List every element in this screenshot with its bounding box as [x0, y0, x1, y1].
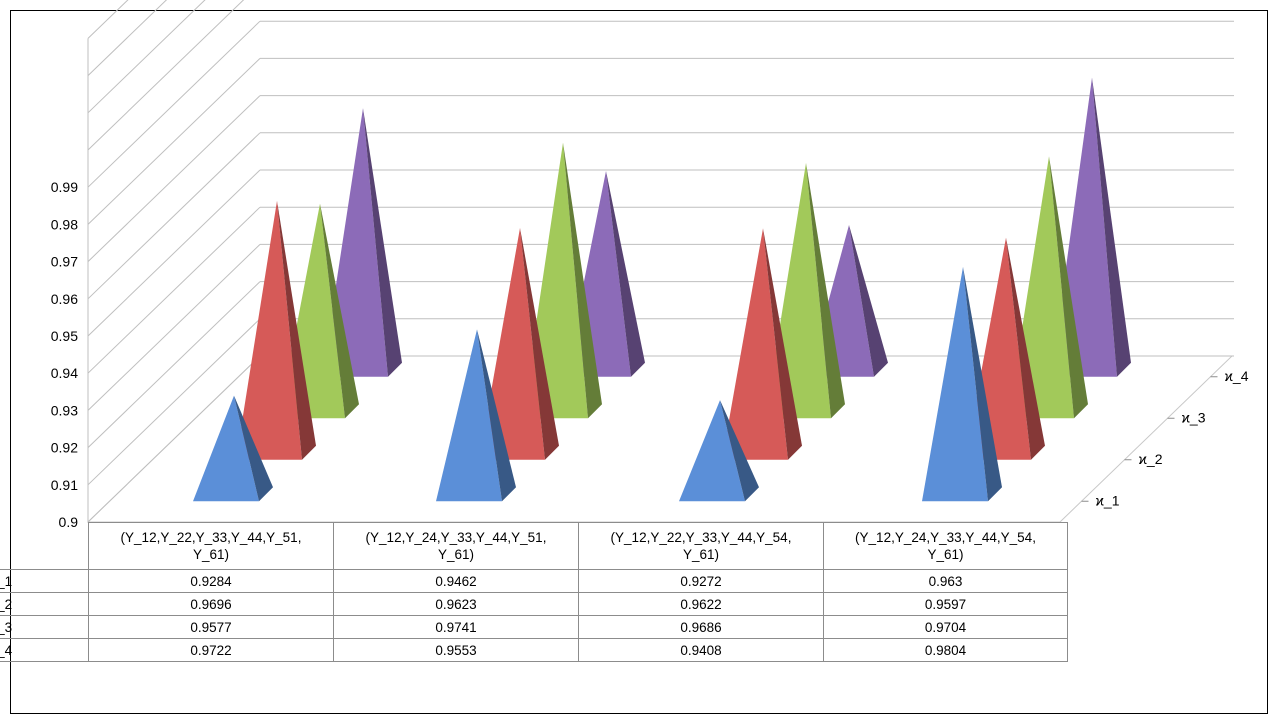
pyramid-mark [922, 266, 1002, 502]
side-gridline [87, 20, 261, 188]
pyramid-side-face [1006, 237, 1045, 460]
pyramid-side-face [806, 163, 845, 419]
y-axis-ticks: 0.90.910.920.930.940.950.960.970.980.99 [51, 179, 78, 530]
side-gridline [87, 58, 261, 225]
y-tick-label: 0.91 [51, 477, 78, 493]
pyramid-mark [193, 395, 273, 502]
data-table-row-series-4: ϰ_4 0.9722 0.9553 0.9408 0.9804 [0, 638, 1068, 662]
pyramid-front-face [193, 395, 259, 502]
pyramid-mark [236, 200, 316, 460]
side-gridline [87, 206, 261, 374]
data-label: 0.9272 [578, 569, 824, 593]
pyramid-front-face [236, 200, 302, 460]
y-tick-label: 0.95 [51, 328, 78, 344]
y-tick-label: 0.94 [51, 365, 78, 381]
pyramid-side-face [849, 224, 888, 377]
data-label: 0.9622 [578, 592, 824, 616]
side-gridline [87, 95, 261, 262]
pyramid-side-face [563, 142, 602, 419]
pyramid-side-face [763, 228, 802, 460]
data-table-row-series-3: ϰ_3 0.9577 0.9741 0.9686 0.9704 [0, 615, 1068, 639]
data-label: 0.9408 [578, 638, 824, 662]
pyramid-side-face [320, 203, 359, 419]
data-label: 0.963 [823, 569, 1068, 593]
y-tick-label: 0.96 [51, 291, 78, 307]
pyramid-front-face [436, 329, 502, 502]
data-label: 0.9804 [823, 638, 1068, 662]
y-tick-label: 0.99 [51, 179, 78, 195]
pyramid-front-face [679, 400, 745, 502]
data-table-row-series-1: ϰ_1 0.9284 0.9462 0.9272 0.963 [0, 569, 1068, 593]
pyramid-mark [679, 400, 759, 502]
legend-entry-series-4: ϰ_4 [0, 638, 89, 662]
data-table-header-row: (Y_12,Y_22,Y_33,Y_44,Y_51, Y_61) (Y_12,Y_… [0, 522, 1068, 570]
pyramid-side-face [1092, 77, 1131, 377]
pyramid-side-face [520, 227, 559, 460]
depth-label: ϰ_2 [1139, 451, 1163, 467]
depth-axis-labels: ϰ_1 ϰ_2 ϰ_3 ϰ_4 [1081, 368, 1249, 508]
legend-entry-series-1: ϰ_1 [0, 569, 89, 593]
pyramid-mark [722, 228, 802, 460]
pyramid-side-face [363, 108, 402, 377]
data-label: 0.9597 [823, 592, 1068, 616]
chart-pyramids [193, 77, 1131, 502]
depth-label: ϰ_1 [1096, 492, 1120, 508]
data-label: 0.9741 [333, 615, 579, 639]
y-tick-label: 0.93 [51, 402, 78, 418]
pyramid-side-face [963, 266, 1002, 502]
side-gridline [87, 0, 245, 151]
side-gridline [87, 281, 261, 448]
y-tick-label: 0.98 [51, 216, 78, 232]
side-gridline [87, 0, 129, 39]
pyramid-side-face [234, 395, 273, 502]
data-label: 0.9577 [88, 615, 334, 639]
pyramid-mark [479, 227, 559, 460]
category-label-4: (Y_12,Y_24,Y_33,Y_44,Y_54, Y_61) [823, 522, 1068, 570]
category-label-2: (Y_12,Y_24,Y_33,Y_44,Y_51, Y_61) [333, 522, 579, 570]
depth-label: ϰ_3 [1182, 409, 1206, 425]
data-label: 0.9704 [823, 615, 1068, 639]
pyramid-side-face [606, 171, 645, 377]
legend-entry-series-2: ϰ_2 [0, 592, 89, 616]
data-table-corner [0, 522, 89, 570]
data-table-row-series-2: ϰ_2 0.9696 0.9623 0.9622 0.9597 [0, 592, 1068, 616]
legend-entry-series-3: ϰ_3 [0, 615, 89, 639]
pyramid-side-face [277, 200, 316, 460]
pyramid-front-face [722, 228, 788, 460]
side-gridline [87, 244, 261, 411]
side-gridline [87, 169, 261, 337]
y-tick-label: 0.97 [51, 254, 78, 270]
data-table: (Y_12,Y_22,Y_33,Y_44,Y_51, Y_61) (Y_12,Y_… [0, 522, 1068, 662]
pyramid-front-face [479, 227, 545, 460]
category-label-3: (Y_12,Y_22,Y_33,Y_44,Y_54, Y_61) [578, 522, 824, 570]
data-label: 0.9553 [333, 638, 579, 662]
y-tick-label: 0.92 [51, 440, 78, 456]
data-label: 0.9623 [333, 592, 579, 616]
side-gridline [87, 318, 261, 486]
pyramid-mark [436, 329, 516, 502]
data-label: 0.9696 [88, 592, 334, 616]
depth-label: ϰ_4 [1225, 368, 1249, 384]
category-label-1: (Y_12,Y_22,Y_33,Y_44,Y_51, Y_61) [88, 522, 334, 570]
side-gridline [87, 355, 261, 523]
data-label: 0.9462 [333, 569, 579, 593]
pyramid-front-face [922, 266, 988, 502]
pyramid-side-face [1049, 156, 1088, 419]
data-label: 0.9284 [88, 569, 334, 593]
pyramid-side-face [720, 400, 759, 502]
side-gridline [87, 132, 261, 300]
pyramid-side-face [477, 329, 516, 502]
data-label: 0.9722 [88, 638, 334, 662]
side-gridline [87, 0, 206, 114]
side-gridline [87, 0, 168, 76]
data-label: 0.9686 [578, 615, 824, 639]
